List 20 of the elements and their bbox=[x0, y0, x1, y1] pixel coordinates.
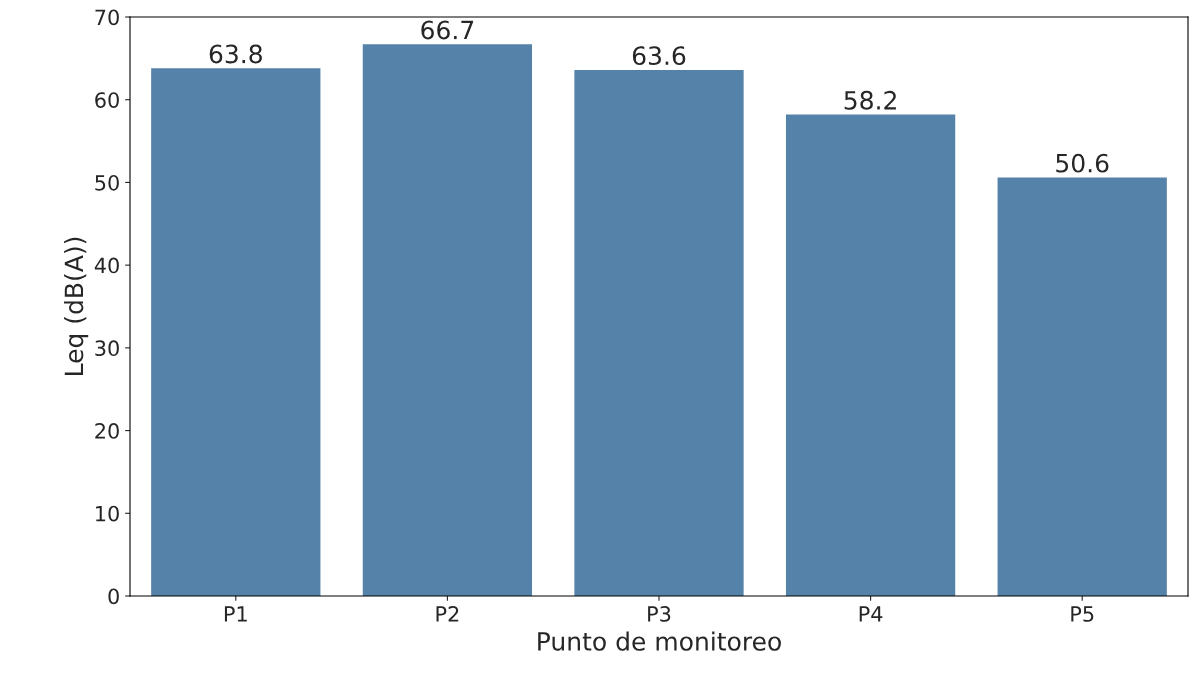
y-tick-label: 40 bbox=[94, 257, 119, 274]
y-tick-label: 50 bbox=[95, 174, 119, 191]
x-tick-label: P5 bbox=[1071, 606, 1094, 622]
y-tick-label: 20 bbox=[95, 423, 119, 439]
y-tick-label: 10 bbox=[96, 505, 119, 522]
x-tick-label: P4 bbox=[859, 606, 883, 622]
x-axis-title: Punto de monitoreo bbox=[538, 631, 781, 651]
data-label: 63.8 bbox=[209, 44, 262, 64]
data-label: 58.2 bbox=[844, 90, 896, 110]
x-tick-label: P1 bbox=[224, 606, 247, 622]
y-tick-label: 70 bbox=[95, 9, 119, 26]
data-label: 50.6 bbox=[1056, 153, 1109, 173]
y-tick-label: 30 bbox=[95, 340, 119, 357]
data-label: 66.7 bbox=[421, 20, 474, 40]
x-tick-label: P2 bbox=[436, 606, 459, 622]
y-tick-label: 0 bbox=[108, 588, 119, 605]
y-tick-label: 60 bbox=[95, 92, 119, 108]
x-tick-label: P3 bbox=[648, 606, 671, 622]
y-axis-title: Leq (dB(A)) bbox=[64, 237, 89, 375]
data-label: 63.6 bbox=[632, 46, 686, 66]
